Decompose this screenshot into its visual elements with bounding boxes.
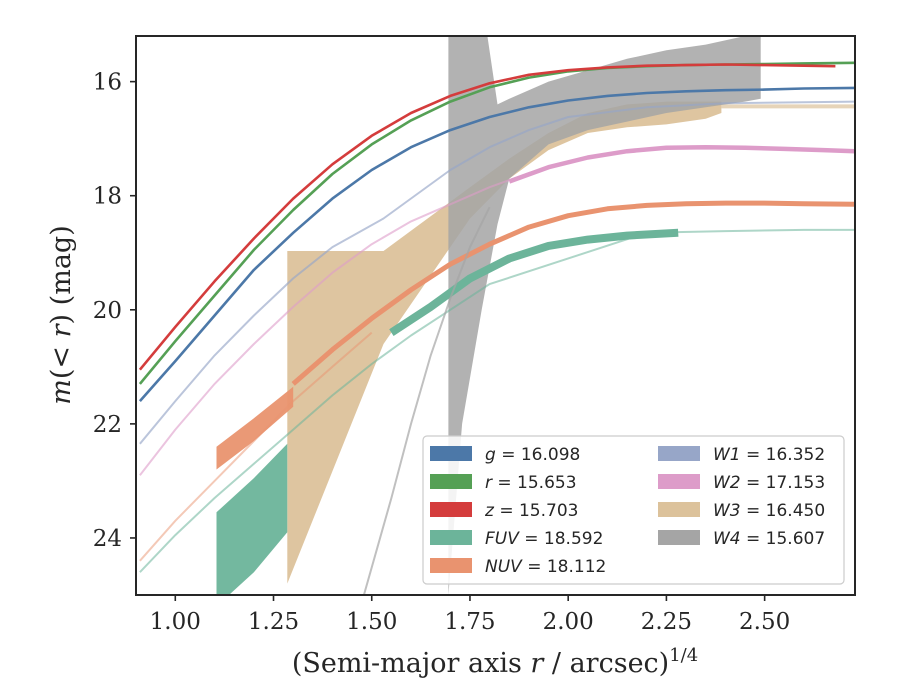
y-tick-label: 20 (93, 298, 122, 324)
x-tick-label: 1.00 (150, 609, 201, 635)
legend: g = 16.098 r = 15.653 z = 15.703 FUV = 18.5… (422, 435, 845, 585)
legend-swatch (658, 502, 700, 517)
plot-frame (135, 35, 856, 596)
legend-label: W1 = 16.352 (713, 445, 825, 465)
x-tick-label: 2.50 (739, 609, 790, 635)
x-tick-label: 1.75 (444, 609, 495, 635)
series-z (138, 63, 836, 371)
series-fuv (389, 228, 679, 336)
x-tick-label: 2.25 (641, 609, 692, 635)
x-axis-label: (Semi-major axis r / arcsec)1/4 (292, 645, 698, 679)
legend-swatch (430, 558, 472, 573)
legend-label: r = 15.653 (485, 473, 577, 493)
legend-swatch (658, 446, 700, 461)
series-w1 (139, 100, 855, 445)
series-w4-faint (362, 206, 491, 595)
x-tick-label: 2.00 (543, 609, 594, 635)
legend-frame (422, 435, 845, 585)
legend-swatch (430, 474, 472, 489)
y-tick-label: 16 (93, 70, 122, 96)
legend-label: FUV = 18.592 (485, 529, 603, 549)
series-nuv-faint (139, 331, 373, 562)
legend-swatch (658, 530, 700, 545)
band-w3 (287, 101, 722, 584)
legend-swatch (430, 446, 472, 461)
legend-swatch (430, 502, 472, 517)
y-tick-label: 24 (93, 526, 122, 552)
series-w2-band (508, 144, 855, 184)
legend-label: W3 = 16.450 (713, 501, 825, 521)
legend-label: z = 15.703 (484, 501, 578, 521)
legend-label: W4 = 15.607 (713, 529, 825, 549)
y-tick-label: 18 (93, 184, 122, 210)
band-fuv-inner (216, 443, 288, 595)
legend-label: W2 = 17.153 (713, 473, 825, 493)
y-axis-label: m(< r) (mag) (46, 225, 77, 404)
plot-area (138, 36, 855, 595)
legend-swatch (658, 474, 700, 489)
series-g (138, 86, 855, 402)
x-tick-label: 1.50 (346, 609, 397, 635)
legend-items: g = 16.098 r = 15.653 z = 15.703 FUV = 18.5… (430, 445, 825, 577)
legend-swatch (430, 530, 472, 545)
series-nuv (291, 200, 855, 386)
band-w3-tail (721, 104, 855, 109)
y-tick-label: 22 (93, 412, 122, 438)
legend-label: g = 16.098 (485, 445, 580, 465)
series-fuv-faint (139, 228, 855, 573)
legend-label: NUV = 18.112 (485, 557, 606, 577)
x-tick-label: 1.25 (248, 609, 299, 635)
band-nuv-inner (216, 386, 294, 470)
axis-ticks: 1.00 1.25 1.50 1.75 2.00 2.25 2.50 16 18 20 22 24 (93, 70, 791, 635)
